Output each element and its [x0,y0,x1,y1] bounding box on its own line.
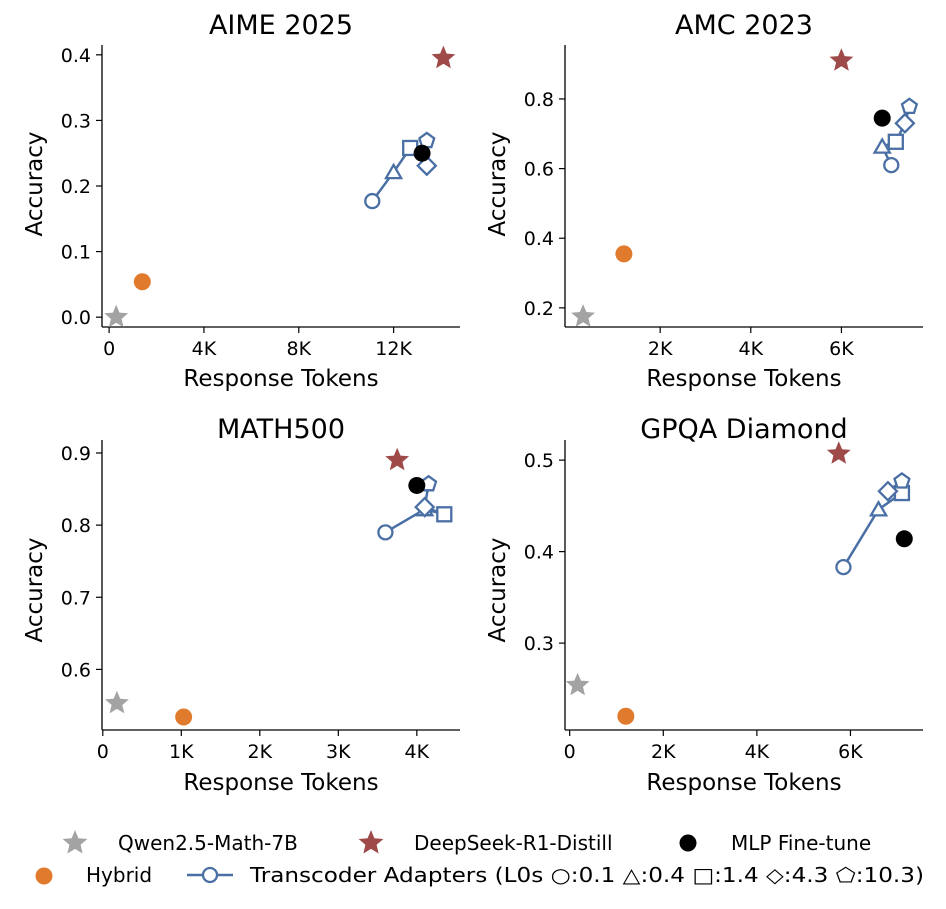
x-tick-label: 1K [169,741,194,763]
panel-title: AIME 2025 [209,10,353,41]
panel-math500: MATH500 Response Tokens Accuracy 0 1K 2K 3K… [22,414,460,796]
qwen-star-marker [104,304,129,328]
legend-item-deepseek: DeepSeek-R1-Distill [358,830,613,855]
mlp-marker [873,109,891,127]
qwen-star-marker [105,690,129,714]
x-tick-label: 2K [648,338,673,360]
mlp-marker [413,144,431,162]
transcoder-diamond-marker [414,496,436,518]
x-axis-label: Response Tokens [646,770,841,796]
panel-title: MATH500 [217,414,345,445]
y-tick-label: 0.1 [61,242,91,264]
y-tick-label: 0.3 [61,110,91,132]
legend-label-qwen: Qwen2.5-Math-7B [118,831,298,855]
y-axis-label: Accuracy [485,131,511,236]
deepseek-star-marker [826,441,851,464]
x-tick-label: 4K [745,741,770,763]
y-tick-label: 0.7 [61,587,91,609]
x-tick-label: 6K [838,741,863,763]
x-tick-label: 0 [97,741,109,763]
y-axis-label: Accuracy [22,537,48,642]
transcoder-pentagon-marker [893,471,911,489]
y-axis-label: Accuracy [22,131,48,236]
transcoder-square-marker [887,133,904,150]
legend: Qwen2.5-Math-7B DeepSeek-R1-Distill MLP … [35,830,924,887]
panel-amc-2023: AMC 2023 Response Tokens Accuracy 2K 4K 6K… [485,10,923,392]
legend-label-mlp: MLP Fine-tune [731,831,871,855]
qwen-star-marker [565,672,590,696]
x-tick-label: 4K [405,741,430,763]
y-tick-label: 0.6 [524,159,554,181]
hybrid-marker [175,708,193,726]
y-tick-label: 0.2 [61,176,91,198]
hybrid-marker [615,245,633,263]
transcoder-triangle-marker [384,162,404,180]
y-tick-label: 0.4 [524,542,554,564]
hybrid-marker [133,273,151,291]
y-tick-label: 0.4 [524,228,554,250]
y-axis-label: Accuracy [485,537,511,642]
transcoder-diamond-marker [877,480,899,502]
deepseek-star-marker [431,45,456,69]
x-tick-label: 0 [564,741,576,763]
x-axis-label: Response Tokens [183,770,378,796]
x-tick-label: 4K [192,338,217,360]
panel-title: AMC 2023 [675,10,813,41]
panel-title: GPQA Diamond [640,414,847,445]
transcoder-square-marker [436,506,453,523]
deepseek-star-icon [358,830,384,854]
legend-item-qwen: Qwen2.5-Math-7B [62,830,298,855]
y-tick-label: 0.8 [61,515,91,537]
x-tick-label: 0 [103,338,115,360]
transcoder-pentagon-marker [900,97,919,115]
qwen-star-marker [571,304,595,327]
deepseek-star-marker [829,48,854,71]
transcoder-line-icon [187,866,233,884]
x-axis-label: Response Tokens [183,366,378,392]
transcoder-triangle-marker [868,499,889,517]
y-tick-label: 0.3 [524,633,554,655]
legend-label-deepseek: DeepSeek-R1-Distill [414,831,613,855]
y-tick-label: 0.9 [61,443,91,465]
legend-item-transcoder: Transcoder Adapters (L0s ○:0.1 △:0.4 □:1… [187,863,924,887]
x-axis-label: Response Tokens [646,366,841,392]
transcoder-triangle-marker [872,137,892,154]
x-tick-label: 12K [375,338,412,360]
transcoder-circle-marker [835,559,852,576]
y-tick-label: 0.8 [524,89,554,111]
x-tick-label: 3K [326,741,351,763]
panel-gpqa-diamond: GPQA Diamond Response Tokens Accuracy 0 2… [485,414,923,796]
panel-aime-2025: AIME 2025 Response Tokens Accuracy 0 4K 8K… [22,10,460,392]
deepseek-star-marker [385,447,410,471]
x-tick-label: 2K [248,741,273,763]
x-tick-label: 8K [287,338,312,360]
y-tick-label: 0.5 [524,450,554,472]
mlp-circle-icon [679,834,697,852]
x-tick-label: 4K [739,338,764,360]
legend-item-hybrid: Hybrid [35,863,152,887]
hybrid-marker [617,707,635,725]
legend-label-hybrid: Hybrid [86,863,152,887]
transcoder-circle-marker [377,524,394,541]
y-tick-label: 0.0 [61,307,91,329]
mlp-marker [408,476,426,494]
legend-item-mlp: MLP Fine-tune [679,831,871,855]
x-tick-label: 6K [829,338,854,360]
x-tick-label: 2K [651,741,676,763]
y-tick-label: 0.4 [61,45,91,67]
hybrid-circle-icon [35,867,53,885]
transcoder-circle-marker [883,156,900,174]
y-tick-label: 0.6 [61,659,91,681]
y-tick-label: 0.2 [524,298,554,320]
transcoder-circle-marker [364,192,381,210]
mlp-marker [895,530,913,548]
transcoder-diamond-marker [894,112,916,134]
legend-label-transcoder: Transcoder Adapters (L0s ○:0.1 △:0.4 □:1… [249,863,924,887]
qwen-star-icon [62,830,88,854]
